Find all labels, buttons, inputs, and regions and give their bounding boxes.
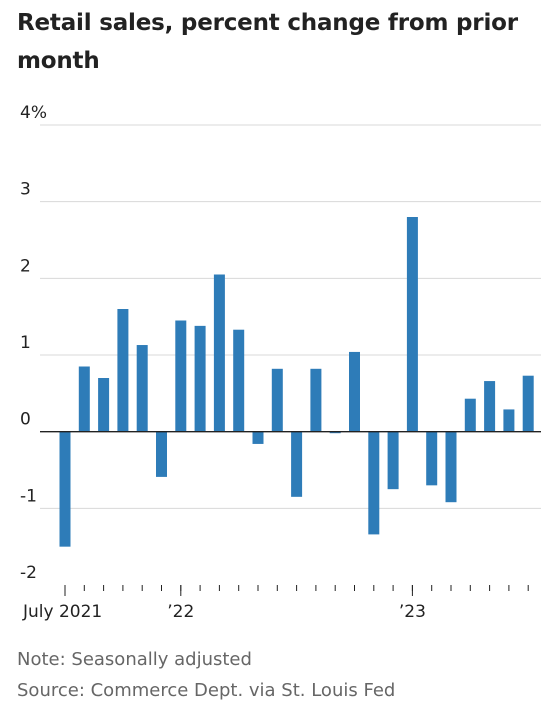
bar-2021-08 — [78, 366, 90, 432]
bar-2023-07 — [522, 375, 534, 432]
y-tick-label: 2 — [20, 256, 31, 276]
y-tick-label: 1 — [20, 333, 31, 353]
x-tick-label: ’23 — [399, 602, 426, 622]
bar-2022-10 — [349, 351, 360, 432]
bar-2021-12 — [156, 431, 167, 477]
bars — [59, 217, 534, 547]
bar-2021-11 — [136, 345, 148, 432]
bar-2023-03 — [445, 431, 457, 503]
bar-2022-05 — [252, 431, 264, 444]
bar-2021-10 — [117, 309, 129, 432]
chart-title: Retail sales, percent change from prior … — [17, 10, 518, 74]
y-tick-label: 0 — [20, 410, 31, 430]
bar-2022-02 — [194, 325, 206, 432]
y-axis-tick-labels: -2 -1 0 1 2 3 4% — [20, 103, 47, 583]
note-text: Note: Seasonally adjusted — [17, 649, 252, 670]
y-tick-label: -2 — [20, 563, 37, 583]
gridlines — [40, 124, 541, 509]
bar-2021-09 — [98, 378, 110, 432]
source-text: Source: Commerce Dept. via St. Louis Fed — [17, 680, 396, 701]
y-tick-label: -1 — [20, 486, 37, 506]
bar-2023-02 — [426, 431, 438, 486]
bar-2023-05 — [484, 381, 496, 432]
x-tick-label: July 2021 — [22, 602, 102, 622]
bar-2023-06 — [503, 409, 515, 432]
y-tick-label: 3 — [20, 180, 31, 200]
bar-2022-08 — [310, 368, 322, 432]
bar-2022-03 — [213, 274, 225, 432]
bar-2022-06 — [271, 368, 283, 432]
y-tick-label: 4% — [20, 103, 47, 123]
bar-2022-07 — [291, 431, 303, 497]
bar-2022-12 — [387, 431, 399, 490]
x-tick-label: ’22 — [167, 602, 194, 622]
bar-chart: -2 -1 0 1 2 3 4% July 2021 ’22 ’23 — [20, 103, 541, 622]
bar-2021-07 — [59, 431, 71, 547]
x-axis: July 2021 ’22 ’23 — [22, 585, 529, 622]
bar-2022-09 — [329, 431, 341, 434]
bar-2023-01 — [406, 217, 418, 432]
bar-2022-11 — [368, 431, 380, 535]
bar-2022-01 — [175, 320, 187, 432]
bar-2022-04 — [233, 329, 245, 432]
bar-2023-04 — [464, 398, 476, 432]
